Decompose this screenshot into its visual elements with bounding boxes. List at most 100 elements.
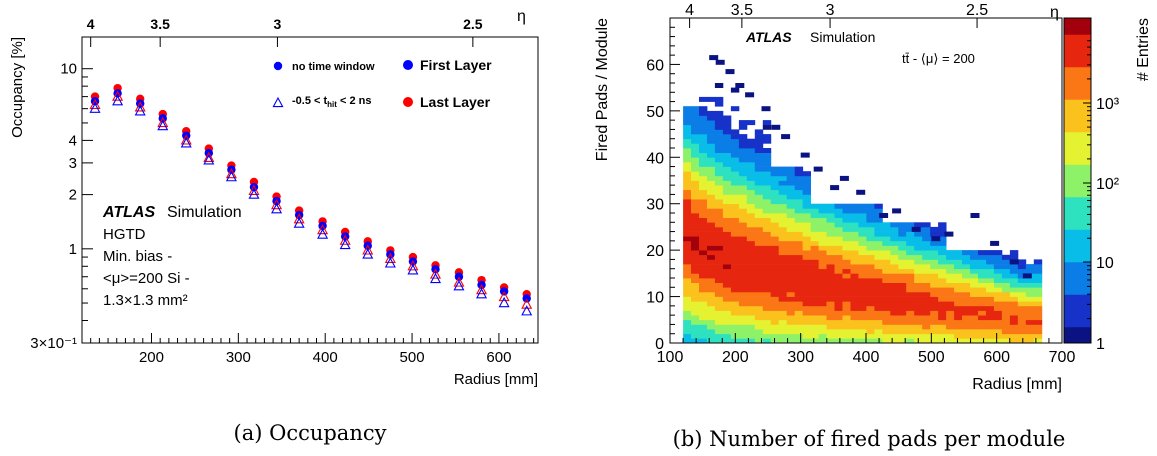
- heatmap-cell: [842, 278, 851, 283]
- heatmap-cell: [722, 129, 732, 135]
- heatmap-cell: [730, 278, 740, 283]
- heatmap-cell: [722, 115, 732, 121]
- heatmap-cell: [794, 194, 804, 200]
- heatmap-cell: [874, 222, 883, 228]
- heatmap-cell: [738, 254, 748, 260]
- heatmap-cell: [683, 106, 692, 112]
- heatmap-cell: [683, 324, 692, 330]
- heatmap-cell: [691, 319, 700, 325]
- heatmap-cell: [778, 166, 788, 172]
- heatmap-cell: [738, 199, 748, 205]
- heatmap-cell: [738, 217, 748, 223]
- heatmap-cell: [794, 166, 804, 172]
- heatmap-cell: [930, 333, 939, 339]
- heatmap-cell: [707, 315, 716, 321]
- heatmap-cell: [754, 338, 764, 344]
- heatmap-cell: [818, 329, 827, 335]
- heatmap-cell: [834, 231, 843, 237]
- heatmap-cell: [802, 301, 811, 307]
- heatmap-cell: [930, 250, 939, 256]
- heatmap-cell: [691, 301, 700, 307]
- heatmap-cell: [794, 315, 804, 321]
- heatmap-cell: [1001, 278, 1011, 283]
- heatmap-cell: [754, 301, 764, 307]
- heatmap-cell: [1009, 333, 1019, 339]
- heatmap-cell: [738, 185, 748, 191]
- heatmap-cell: [954, 278, 963, 283]
- heatmap-cell: [874, 273, 883, 279]
- heatmap-cell: [802, 324, 811, 330]
- heatmap-cell: [794, 175, 804, 181]
- heatmap-cell: [778, 203, 788, 209]
- heatmap-cell: [930, 315, 939, 321]
- heatmap-cell: [683, 338, 692, 344]
- heatmap-cell: [762, 222, 772, 228]
- heatmap-cell: [906, 222, 915, 228]
- heatmap-cell: [850, 296, 859, 302]
- occupancy-point-triangle: [521, 298, 533, 309]
- heatmap-cell: [810, 259, 819, 265]
- heatmap-cell: [699, 231, 708, 237]
- heatmap-cell: [842, 301, 851, 307]
- heatmap-cell: [786, 301, 796, 307]
- heatmap-cell: [754, 208, 764, 214]
- heatmap-cell: [794, 264, 804, 270]
- heatmap-cell: [770, 203, 780, 209]
- colorbar-segment: [1064, 83, 1091, 89]
- heatmap-cell: [778, 217, 788, 223]
- heatmap-cell: [786, 254, 796, 260]
- heatmap-cell: [735, 83, 745, 88]
- heatmap-cell: [810, 245, 819, 251]
- heatmap-cell: [834, 254, 843, 260]
- heatmap-cell: [970, 250, 979, 256]
- heatmap-cell: [762, 273, 772, 279]
- heatmap-cell: [850, 245, 859, 251]
- heatmap-cell: [746, 301, 756, 307]
- heatmap-cell: [786, 282, 796, 288]
- heatmap-cell: [866, 329, 875, 335]
- heatmap-cell: [738, 310, 748, 316]
- heatmap-cell: [978, 268, 987, 274]
- heatmap-cell: [746, 315, 756, 321]
- heatmap-cell: [922, 287, 931, 293]
- heatmap-cell: [794, 208, 804, 214]
- heatmap-cell: [842, 296, 851, 302]
- heatmap-cell: [1025, 319, 1035, 325]
- heatmap-cell: [762, 124, 772, 130]
- heatmap-cell: [802, 282, 811, 288]
- heatmap-cell: [986, 305, 995, 311]
- heatmap-y-tick-label: 20: [646, 243, 664, 260]
- heatmap-cell: [746, 138, 756, 144]
- heatmap-cell: [874, 268, 883, 274]
- occupancy-point-triangle: [317, 228, 329, 239]
- heatmap-cell: [826, 287, 835, 293]
- colorbar-segment: [1064, 213, 1091, 219]
- heatmap-cell: [738, 319, 748, 325]
- heatmap-cell: [714, 208, 724, 214]
- heatmap-cell: [691, 189, 700, 195]
- heatmap-cell: [1025, 333, 1035, 339]
- heatmap-cell: [738, 180, 748, 186]
- heatmap-cell: [754, 231, 764, 237]
- heatmap-cell: [850, 236, 859, 242]
- heatmap-cell: [866, 254, 875, 260]
- heatmap-cell: [714, 329, 724, 335]
- heatmap-cell: [786, 175, 796, 181]
- heatmap-cell: [954, 268, 963, 274]
- heatmap-cell: [802, 245, 811, 251]
- heatmap-cell: [738, 282, 748, 288]
- heatmap-cell: [754, 268, 764, 274]
- heatmap-cell: [930, 268, 939, 274]
- heatmap-cell: [683, 194, 692, 200]
- heatmap-cell: [770, 194, 780, 200]
- heatmap-cell: [810, 240, 819, 246]
- heatmap-cell: [874, 236, 883, 242]
- heatmap-cell: [858, 250, 867, 256]
- heatmap-cell: [866, 203, 875, 209]
- heatmap-cell: [1001, 254, 1011, 260]
- heatmap-cell: [786, 259, 796, 265]
- heatmap-cell: [802, 333, 811, 339]
- heatmap-cell: [914, 278, 923, 283]
- heatmap-cell: [683, 240, 692, 246]
- heatmap-cell: [746, 319, 756, 325]
